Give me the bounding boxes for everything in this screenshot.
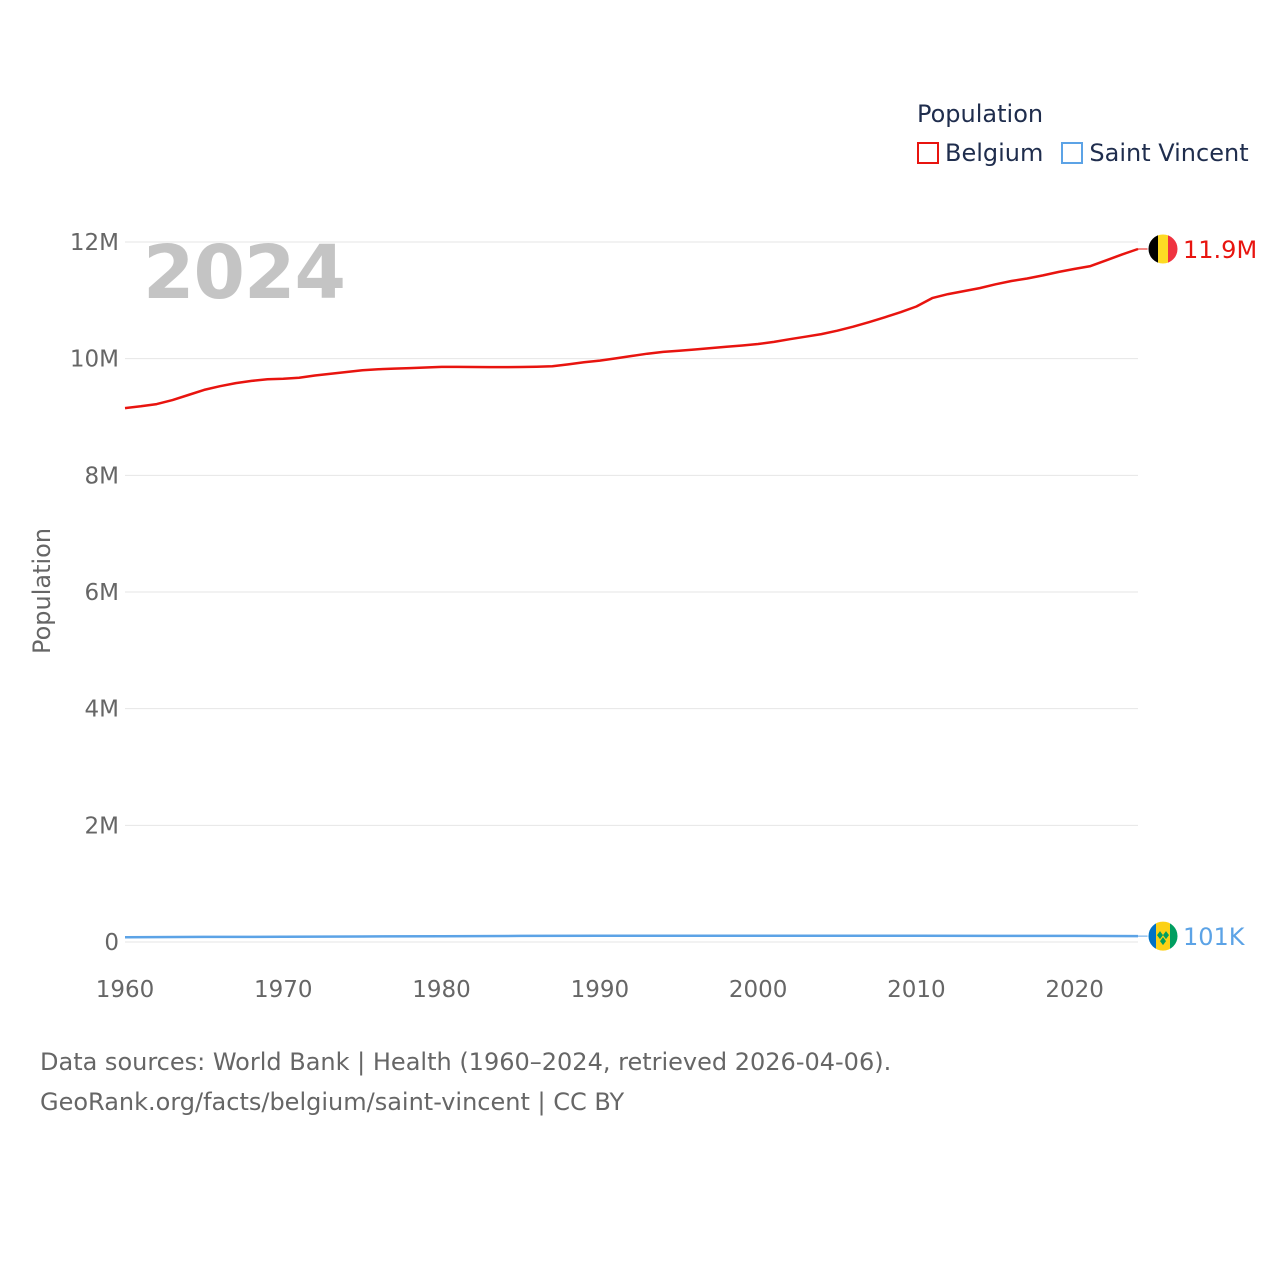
- source-line-2: GeoRank.org/facts/belgium/saint-vincent …: [40, 1088, 625, 1116]
- legend-title: Population: [917, 100, 1044, 128]
- x-tick-label: 1980: [412, 977, 471, 1003]
- series-end-markers: 11.9M 101K: [1138, 233, 1257, 952]
- y-tick-label: 0: [104, 930, 119, 956]
- y-tick-label: 6M: [85, 580, 119, 606]
- legend-item-saint-vincent[interactable]: Saint Vincent: [1061, 136, 1249, 170]
- year-label: 2024: [143, 230, 346, 316]
- end-label-saint-vincent: 101K: [1183, 923, 1246, 951]
- x-tick-label: 2020: [1045, 977, 1104, 1003]
- x-axis-ticks: 1960 1970 1980 1990 2000 2010 2020: [96, 977, 1104, 1003]
- x-tick-label: 2000: [729, 977, 788, 1003]
- gridlines: [125, 241, 1138, 943]
- legend-items: Belgium Saint Vincent: [917, 136, 1249, 170]
- y-tick-label: 4M: [85, 697, 119, 723]
- end-label-belgium: 11.9M: [1183, 236, 1257, 264]
- y-axis-ticks: 0 2M 4M 6M 8M 10M 12M: [70, 230, 119, 956]
- y-tick-label: 2M: [85, 813, 119, 839]
- y-tick-label: 10M: [70, 347, 119, 373]
- y-axis-title: Population: [16, 528, 68, 654]
- saint-vincent-flag-icon: [1147, 920, 1179, 952]
- legend: Population Belgium Saint Vincent: [917, 98, 1249, 170]
- legend-swatch-saint-vincent: [1061, 142, 1084, 164]
- x-tick-label: 1970: [254, 977, 313, 1003]
- y-tick-label: 12M: [70, 230, 119, 256]
- y-axis-title-text: Population: [28, 527, 56, 655]
- legend-label-belgium: Belgium: [945, 139, 1044, 167]
- legend-swatch-belgium: [917, 142, 939, 164]
- legend-label-saint-vincent: Saint Vincent: [1089, 139, 1249, 167]
- x-tick-label: 1960: [96, 977, 155, 1003]
- belgium-flag-icon: [1147, 233, 1179, 265]
- x-tick-label: 2010: [887, 977, 946, 1003]
- source-line-1: Data sources: World Bank | Health (1960–…: [40, 1048, 892, 1076]
- series-lines: [124, 247, 1139, 939]
- legend-item-belgium[interactable]: Belgium: [917, 136, 1043, 170]
- series-line-saint-vincent: [124, 934, 1139, 939]
- source-note: Data sources: World Bank | Health (1960–…: [40, 1042, 891, 1122]
- y-tick-label: 8M: [85, 463, 119, 489]
- series-line-belgium: [124, 247, 1139, 410]
- x-tick-label: 1990: [571, 977, 630, 1003]
